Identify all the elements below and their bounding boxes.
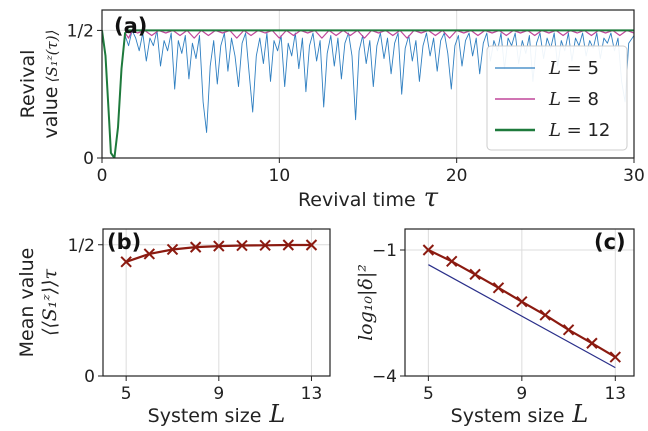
b-marker-2 (166, 243, 179, 256)
c-xtick-label-2: 13 (604, 384, 626, 404)
panel-c: 5 9 13 −4 −1 (c) System size L log₁₀|δ|² (355, 228, 635, 428)
panel-c-ticks: 5 9 13 −4 −1 (372, 241, 626, 404)
c-marker-stroke-b (469, 268, 481, 281)
panel-a-xlabel: Revival time τ (298, 183, 439, 213)
b-marker-7 (282, 239, 295, 251)
panel-a: 0 10 20 30 0 1/2 (a) Revival time τ Revival va… (17, 9, 645, 213)
c-marker-8 (609, 351, 622, 363)
a-ytick-label-1: 1/2 (67, 21, 94, 41)
series-line-L12 (102, 29, 634, 158)
b-marker-stroke-b (213, 240, 225, 252)
panel-a-ylabel-line1: Revival (17, 50, 39, 119)
b-marker-4 (213, 240, 225, 252)
legend-label-prefix: L = (548, 120, 587, 141)
legend-label-L5: L = 5 (548, 58, 599, 79)
c-marker-stroke-b (539, 309, 551, 321)
c-marker-stroke-b (446, 255, 458, 268)
c-marker-stroke-b (609, 351, 622, 363)
panel-c-xlabel: System size L (451, 400, 589, 428)
panel-a-frame (101, 9, 635, 159)
b-marker-stroke-b (166, 243, 179, 256)
panel-c-series (422, 244, 622, 369)
c-marker-6 (562, 324, 575, 336)
b-marker-stroke-b (305, 239, 318, 251)
c-marker-0 (422, 244, 435, 256)
panel-a-ylabel-line2: value⟨S₁ᶻ(τ)⟩ (40, 30, 62, 139)
panel-b-ylabel-line2: ⟨⟨S₁ᶻ⟩⟩τ (39, 268, 61, 336)
b-marker-stroke-b (120, 256, 132, 268)
a-xtick-label-2: 20 (446, 166, 468, 186)
c-marker-4 (516, 295, 528, 308)
panel-b-xlabel: System size L (148, 400, 286, 428)
panel-b-ticks: 5 9 13 0 1/2 (68, 236, 323, 404)
a-xtick-label-1: 10 (269, 166, 291, 186)
legend-label-L12: L = 12 (548, 120, 610, 141)
panel-a-label: (a) (114, 14, 147, 38)
b-xtick-label-0: 5 (121, 384, 132, 404)
c-series-line-1 (428, 264, 616, 369)
c-xtick-label-1: 9 (516, 384, 527, 404)
c-marker-stroke-b (516, 295, 528, 308)
b-marker-6 (259, 239, 271, 251)
a-xtick-label-0: 0 (97, 166, 108, 186)
panel-b-ylabel-line1: Mean value (16, 248, 38, 358)
legend-label-prefix: L = (548, 58, 587, 79)
legend-label-prefix: L = (548, 89, 587, 110)
b-ytick-label-0: 0 (84, 367, 95, 387)
c-marker-stroke-b (492, 282, 505, 294)
panel-c-frame (404, 228, 635, 377)
legend-label-value: 5 (587, 58, 598, 79)
panel-a-legend: L = 5L = 8L = 12 (486, 45, 628, 151)
c-marker-stroke-b (562, 324, 575, 336)
c-ytick-label-1: −1 (372, 241, 397, 261)
panel-c-label: (c) (594, 230, 626, 254)
legend-label-L8: L = 8 (548, 89, 599, 110)
b-marker-5 (236, 239, 248, 252)
c-marker-2 (469, 268, 481, 281)
c-marker-5 (539, 309, 551, 321)
c-marker-stroke-b (586, 337, 598, 349)
c-ytick-label-0: −4 (372, 367, 397, 387)
panel-b-frame (102, 228, 331, 377)
panel-b-label: (b) (107, 230, 141, 254)
panel-a-ylabel: Revival value⟨S₁ᶻ(τ)⟩ (17, 30, 62, 139)
b-marker-8 (305, 239, 318, 251)
b-marker-0 (120, 256, 132, 268)
legend-label-value: 12 (587, 120, 610, 141)
b-marker-stroke-b (189, 241, 202, 253)
c-marker-7 (586, 337, 598, 349)
panel-b: 5 9 13 0 1/2 (b) System size L Mean value ⟨⟨S… (16, 228, 331, 428)
b-marker-stroke-b (282, 239, 295, 251)
c-marker-stroke-b (422, 244, 435, 256)
b-xtick-label-2: 13 (301, 384, 323, 404)
b-marker-stroke-b (236, 239, 248, 252)
a-xtick-label-3: 30 (623, 166, 645, 186)
panel-a-ticks: 0 10 20 30 0 1/2 (67, 21, 645, 186)
b-xtick-label-1: 9 (213, 384, 224, 404)
b-marker-stroke-b (143, 248, 156, 260)
c-xtick-label-0: 5 (423, 384, 434, 404)
panel-c-ylabel: log₁₀|δ|² (355, 264, 377, 341)
b-ytick-label-1: 1/2 (68, 236, 95, 256)
b-marker-3 (189, 241, 202, 253)
b-marker-stroke-b (259, 239, 271, 251)
c-marker-3 (492, 282, 505, 294)
c-marker-1 (446, 255, 458, 268)
panel-b-series (120, 239, 318, 268)
a-ytick-label-0: 0 (83, 149, 94, 169)
legend-box (486, 45, 628, 151)
legend-label-value: 8 (587, 89, 598, 110)
b-marker-1 (143, 248, 156, 260)
